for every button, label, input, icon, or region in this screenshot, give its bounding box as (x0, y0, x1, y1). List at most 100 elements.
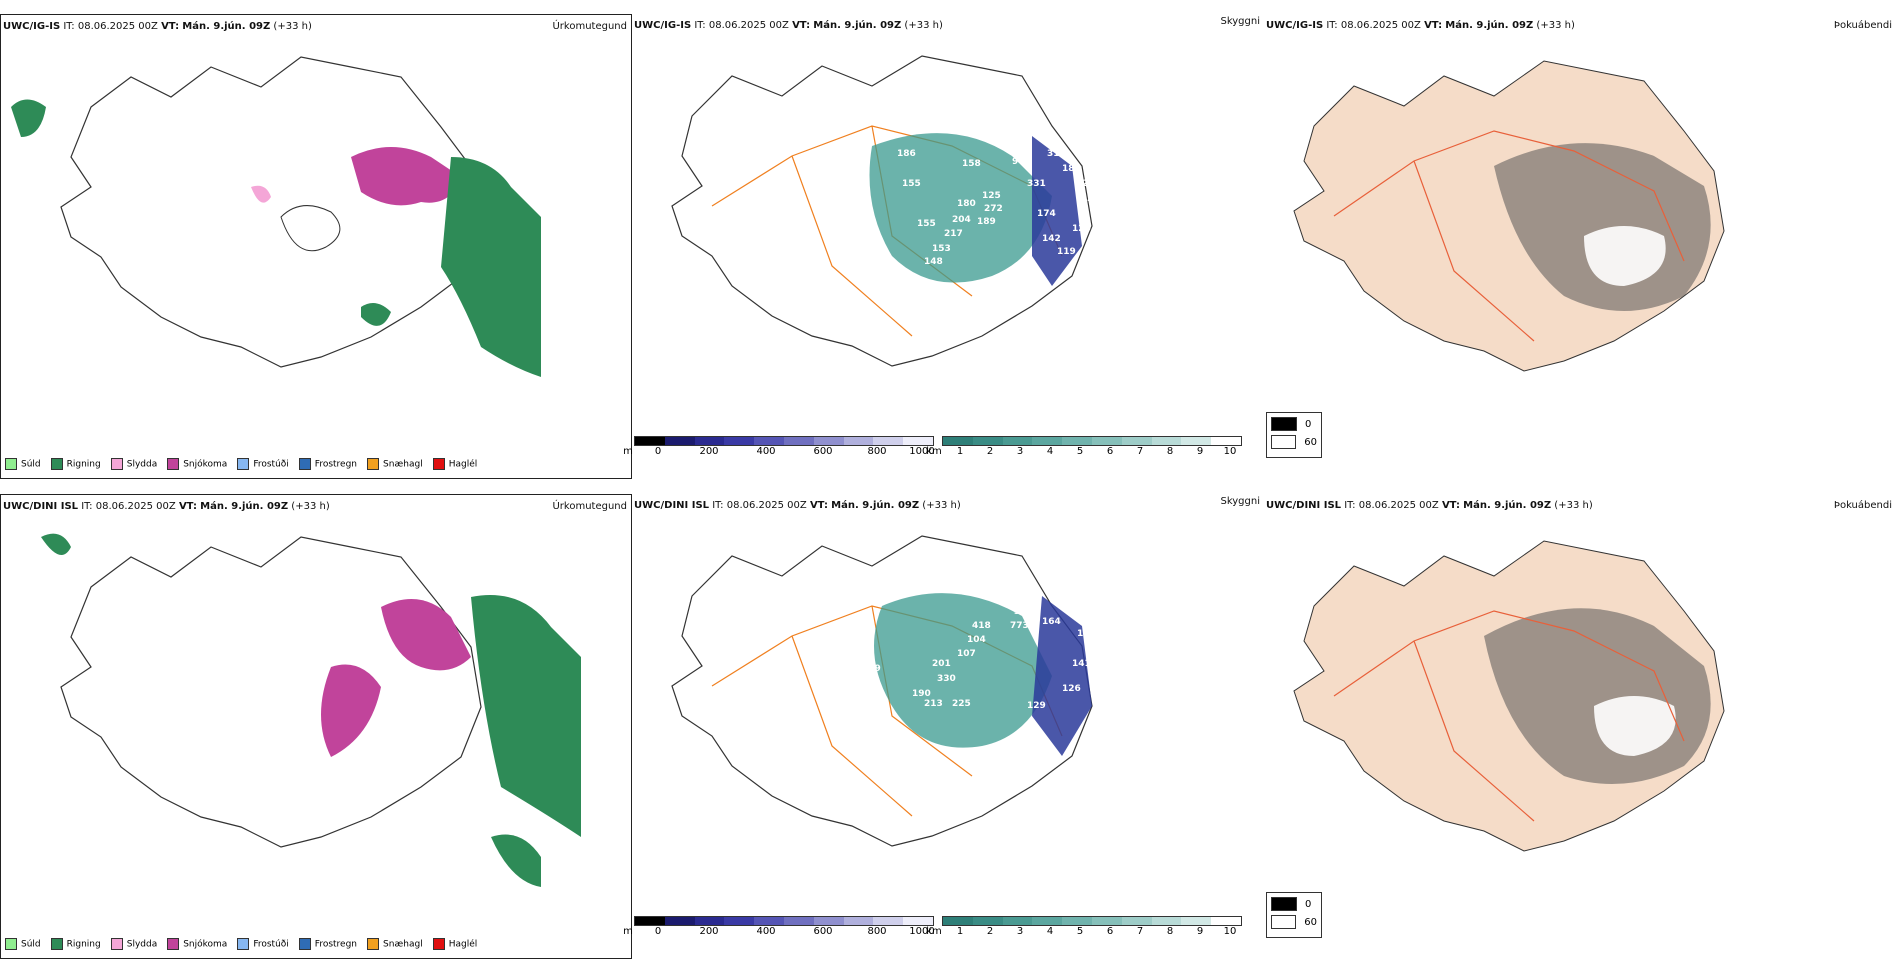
svg-text:204: 204 (952, 215, 971, 225)
road-network (1333, 610, 1685, 822)
svg-text:155: 155 (917, 219, 936, 229)
visibility-map: 336 773 164 418 104 107 201 330 190 213 … (671, 535, 1096, 847)
precip-legend: Súld Rigning Slydda Snjókoma Frostúði Fr… (5, 936, 477, 952)
sleet-area (251, 185, 271, 203)
svg-text:190: 190 (912, 689, 931, 699)
panel-title: Þokuábendi (1833, 500, 1892, 511)
svg-text:773: 773 (1010, 621, 1029, 631)
haglel-swatch (432, 458, 445, 470)
visibility-value-labels: 336 773 164 418 104 107 201 330 190 213 … (847, 607, 1096, 711)
clear-area (1584, 226, 1666, 286)
svg-text:158: 158 (962, 159, 981, 169)
visibility-panel-bottom: UWC/DINI ISL IT: 08.06.2025 00Z VT: Mán.… (623, 494, 1322, 959)
panel-title: Þokuábendi (1833, 20, 1892, 31)
road-network (1333, 130, 1685, 342)
svg-text:141: 141 (1072, 659, 1091, 669)
svg-text:180: 180 (957, 199, 976, 209)
svg-text:129: 129 (1027, 701, 1046, 711)
panel-title: Skyggni (1220, 496, 1260, 507)
rain-area-nw (11, 99, 46, 137)
iceland-coastline (671, 55, 1093, 367)
visibility-value-labels: 946 314 331 182 155 186 158 125 272 180 … (832, 124, 1106, 267)
rain-area-nw (41, 533, 71, 555)
svg-text:331: 331 (1027, 179, 1046, 189)
panel-header: UWC/DINI ISL IT: 08.06.2025 00Z VT: Mán.… (1266, 500, 1892, 511)
ceiling-scale: m 0 200 400 600 800 1000 (623, 916, 935, 938)
iceland-coastline (671, 535, 1093, 847)
slydda-swatch (110, 458, 123, 470)
svg-text:179: 179 (862, 664, 881, 674)
visibility-map: 946 314 331 182 155 186 158 125 272 180 … (671, 55, 1106, 367)
svg-text:125: 125 (982, 191, 1001, 201)
precip-type-map (11, 56, 541, 377)
svg-text:225: 225 (952, 699, 971, 709)
svg-text:142: 142 (1042, 234, 1061, 244)
precip-type-map (41, 533, 581, 887)
clear-area (1594, 696, 1676, 756)
snow-area-central (321, 664, 381, 757)
svg-text:112: 112 (1077, 629, 1096, 639)
svg-text:217: 217 (944, 229, 963, 239)
svg-text:189: 189 (977, 217, 996, 227)
fog-index-map (1293, 60, 1725, 372)
snaehagl-swatch (367, 458, 380, 470)
valid-time: Mán. 9.jún. 09Z (182, 21, 271, 32)
svg-text:153: 153 (932, 244, 951, 254)
panel-title: Skyggni (1220, 16, 1260, 27)
svg-text:174: 174 (1037, 209, 1056, 219)
fog-index-key: 0 60 (1266, 412, 1322, 458)
svg-text:314: 314 (1047, 149, 1066, 159)
panel-title: Úrkomutegund (552, 501, 627, 512)
precip-legend: Súld Rigning Slydda Snjókoma Frostúði Fr… (5, 456, 477, 472)
svg-text:126: 126 (1062, 684, 1081, 694)
low-ceiling-area (1032, 136, 1082, 286)
panel-header: UWC/IG-IS IT: 08.06.2025 00Z VT: Mán. 9.… (3, 21, 627, 32)
panel-header: UWC/DINI ISL IT: 08.06.2025 00Z VT: Mán.… (634, 496, 1260, 511)
panel-title: Úrkomutegund (552, 21, 627, 32)
svg-text:243: 243 (1087, 194, 1106, 204)
svg-text:135: 135 (1072, 124, 1091, 134)
rain-area (441, 157, 541, 377)
rain-area (471, 595, 581, 837)
svg-text:946: 946 (1012, 157, 1031, 167)
svg-text:225: 225 (1082, 179, 1101, 189)
svg-text:107: 107 (957, 649, 976, 659)
svg-text:418: 418 (972, 621, 991, 631)
svg-text:186: 186 (897, 149, 916, 159)
svg-text:185: 185 (1077, 149, 1096, 159)
svg-text:330: 330 (937, 674, 956, 684)
visibility-scale: km 1 2 3 4 5 6 7 8 9 10 (926, 436, 1242, 458)
svg-text:272: 272 (984, 204, 1003, 214)
visibility-scale: km 1 2 3 4 5 6 7 8 9 10 (926, 916, 1242, 938)
glacier-outline (280, 205, 341, 252)
snow-area (381, 599, 471, 671)
svg-text:213: 213 (924, 699, 943, 709)
low-visibility-area (869, 133, 1052, 283)
svg-text:168: 168 (832, 254, 851, 264)
fog-index-key: 0 60 (1266, 892, 1322, 938)
snjokoma-swatch (167, 458, 180, 470)
iceland-coastline (60, 56, 482, 368)
snow-area (351, 147, 461, 206)
precip-type-panel-bottom: UWC/DINI ISL IT: 08.06.2025 00Z VT: Mán.… (0, 494, 632, 959)
iceland-coastline (60, 536, 482, 848)
panel-header: UWC/IG-IS IT: 08.06.2025 00Z VT: Mán. 9.… (634, 16, 1260, 31)
svg-text:98: 98 (847, 679, 860, 689)
frostregn-swatch (298, 458, 311, 470)
fog-panel-bottom: UWC/DINI ISL IT: 08.06.2025 00Z VT: Mán.… (1264, 494, 1896, 959)
svg-text:119: 119 (1057, 247, 1076, 257)
svg-text:104: 104 (967, 635, 986, 645)
svg-text:182: 182 (1062, 164, 1081, 174)
lead-time: (+33 h) (273, 21, 312, 32)
panel-header: UWC/DINI ISL IT: 08.06.2025 00Z VT: Mán.… (3, 501, 627, 512)
frostudi-swatch (237, 458, 250, 470)
ceiling-scale: m 0 200 400 600 800 1000 (623, 436, 935, 458)
precip-type-panel-top: UWC/IG-IS IT: 08.06.2025 00Z VT: Mán. 9.… (0, 14, 632, 479)
fog-panel-top: UWC/IG-IS IT: 08.06.2025 00Z VT: Mán. 9.… (1264, 14, 1896, 479)
svg-text:164: 164 (1042, 617, 1061, 627)
svg-text:201: 201 (932, 659, 951, 669)
rain-area-s (491, 834, 541, 887)
svg-text:336: 336 (1014, 607, 1033, 617)
model-name: UWC/IG-IS (3, 21, 61, 32)
svg-text:126: 126 (1072, 224, 1091, 234)
